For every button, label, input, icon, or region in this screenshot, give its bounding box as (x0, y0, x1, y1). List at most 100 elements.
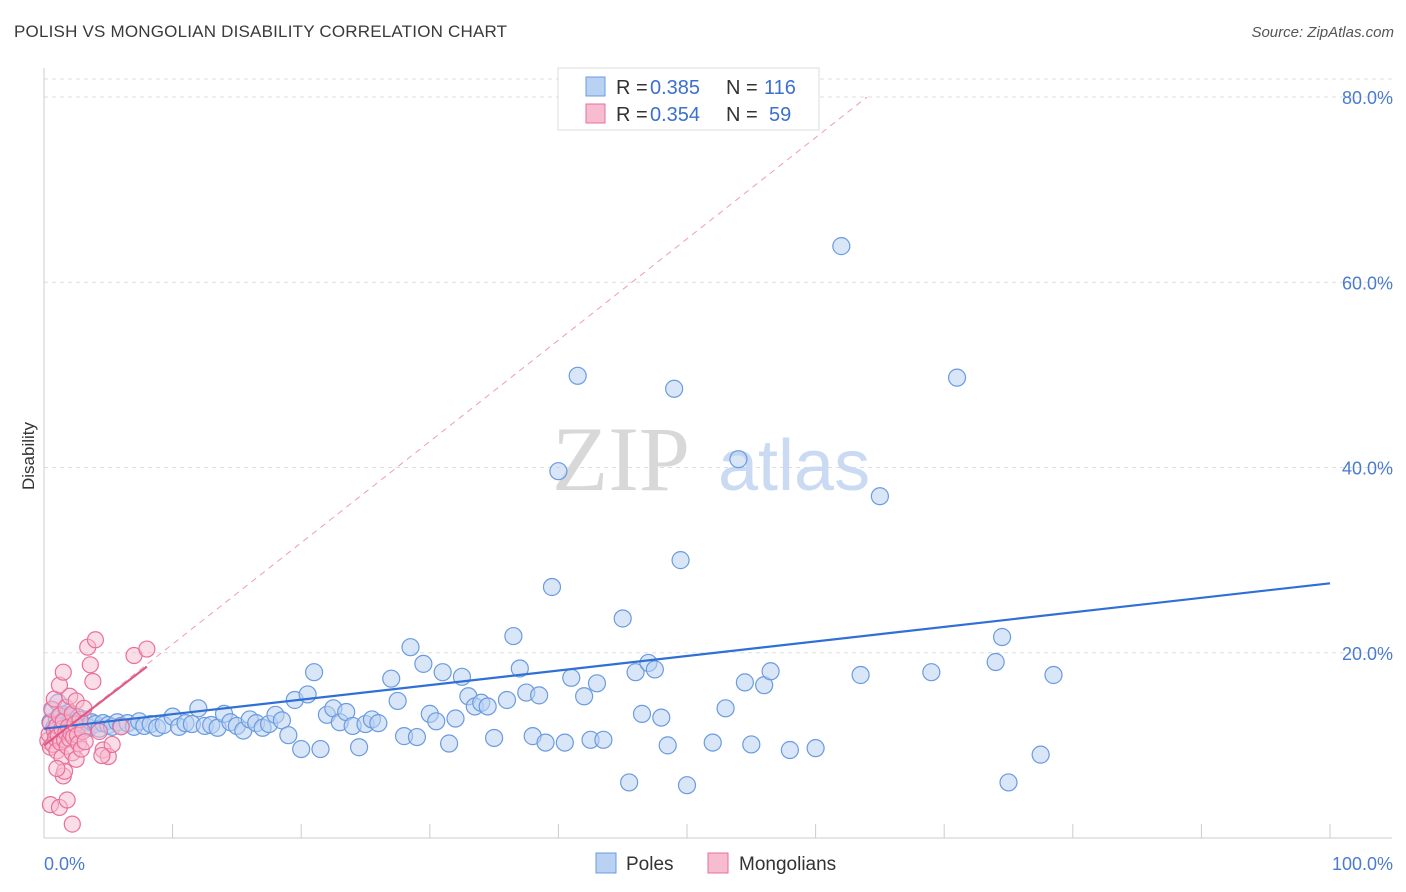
legend-n-label-mongolians: N = (726, 104, 758, 126)
point-poles-96 (555, 733, 574, 752)
point-poles-102 (594, 730, 613, 749)
trend-mongolians-extended (43, 96, 868, 746)
point-poles-113 (716, 699, 735, 718)
chart-title: POLISH VS MONGOLIAN DISABILITY CORRELATI… (14, 22, 508, 41)
point-mongolians-57 (93, 746, 111, 765)
point-poles-118 (761, 662, 780, 681)
point-poles-119 (780, 740, 799, 760)
point-poles-107 (645, 660, 664, 679)
point-poles-87 (497, 690, 517, 710)
watermark-zip: ZIP (552, 408, 690, 510)
point-poles-41 (189, 699, 208, 718)
point-poles-130 (1044, 665, 1063, 685)
point-mongolians-47 (103, 735, 121, 754)
y-axis-label: Disability (19, 421, 38, 490)
legend-r-value-mongolians: 0.354 (650, 104, 700, 126)
trend-poles (43, 582, 1331, 730)
point-poles-94 (542, 577, 562, 597)
point-poles-121 (832, 237, 851, 256)
tick-labels: 20.0% 40.0% 60.0% 80.0% 0.0% 100.0% (44, 88, 1393, 874)
point-poles-97 (562, 668, 581, 687)
point-poles-123 (870, 487, 890, 506)
point-poles-85 (478, 697, 497, 716)
point-poles-132 (677, 776, 697, 795)
legend-n-value-poles: 116 (764, 77, 796, 99)
point-poles-111 (671, 551, 690, 570)
point-poles-110 (665, 379, 684, 398)
legend-n-value-mongolians: 59 (769, 104, 791, 126)
trend-lines (43, 96, 1331, 747)
point-poles-105 (632, 704, 652, 723)
legend-n-label-poles: N = (726, 77, 758, 99)
point-mongolians-55 (63, 815, 81, 833)
point-poles-131 (620, 773, 639, 792)
bottom-legend-swatch-poles (595, 852, 617, 874)
point-poles-127 (992, 627, 1012, 647)
point-poles-109 (658, 736, 677, 755)
y-tick-label-40: 40.0% (1342, 459, 1393, 479)
point-poles-86 (485, 728, 504, 748)
point-poles-108 (652, 708, 671, 727)
point-poles-112 (703, 733, 722, 752)
point-poles-98 (568, 366, 587, 385)
y-tick-label-20: 20.0% (1342, 644, 1393, 664)
series-poles (41, 237, 1063, 795)
legend-r-label-mongolians: R = (616, 104, 648, 126)
point-poles-66 (349, 738, 369, 757)
trend-mongolians (43, 665, 148, 747)
legend-swatch-poles (585, 76, 606, 97)
point-poles-80 (446, 709, 465, 728)
y-tick-label-80: 80.0% (1342, 88, 1393, 108)
point-mongolians-39 (76, 733, 94, 751)
point-poles-59 (304, 663, 324, 682)
point-poles-116 (742, 735, 761, 754)
y-tick-label-60: 60.0% (1342, 273, 1393, 293)
point-poles-122 (851, 665, 870, 685)
point-mongolians-42 (84, 672, 102, 691)
x-tick-label-max: 100.0% (1332, 854, 1393, 874)
point-poles-60 (311, 739, 330, 759)
point-poles-73 (401, 638, 420, 657)
point-poles-115 (735, 673, 754, 692)
point-poles-89 (510, 659, 529, 678)
point-poles-78 (433, 663, 452, 682)
point-mongolians-41 (81, 656, 99, 674)
stats-legend: R = 0.385 N = 116 R = 0.354 N = 59 (557, 67, 820, 131)
point-poles-101 (587, 674, 607, 693)
point-poles-75 (414, 654, 433, 673)
point-poles-120 (806, 739, 825, 758)
point-poles-79 (439, 734, 459, 753)
point-poles-57 (292, 739, 311, 759)
point-poles-55 (279, 726, 298, 745)
series-mongolians (39, 631, 156, 833)
point-poles-103 (613, 609, 632, 628)
bottom-legend-poles: Poles (626, 854, 674, 875)
point-poles-99 (575, 687, 594, 706)
point-mongolians-44 (90, 722, 108, 741)
point-poles-95 (549, 462, 568, 481)
legend-swatch-mongolians (585, 103, 606, 124)
x-tick-label-min: 0.0% (44, 854, 85, 874)
legend-r-label-poles: R = (616, 77, 648, 99)
legend-r-value-poles: 0.385 (650, 77, 700, 99)
point-mongolians-43 (86, 631, 105, 649)
series-legend: Poles Mongolians (595, 852, 836, 875)
point-mongolians-54 (58, 791, 76, 809)
point-poles-77 (427, 712, 446, 731)
point-poles-70 (382, 669, 401, 688)
point-poles-128 (999, 773, 1018, 792)
point-poles-125 (947, 368, 967, 387)
point-poles-129 (1031, 745, 1050, 764)
point-poles-69 (369, 714, 388, 733)
point-poles-71 (388, 691, 407, 711)
point-poles-88 (504, 626, 523, 646)
point-mongolians-49 (138, 640, 156, 658)
point-mongolians-58 (112, 718, 130, 736)
source-credit: Source: ZipAtlas.com (1251, 24, 1394, 41)
point-mongolians-56 (48, 759, 66, 778)
point-poles-114 (729, 450, 748, 469)
bottom-legend-swatch-mongolians (707, 852, 729, 874)
point-poles-124 (922, 663, 941, 682)
point-poles-74 (407, 727, 427, 747)
